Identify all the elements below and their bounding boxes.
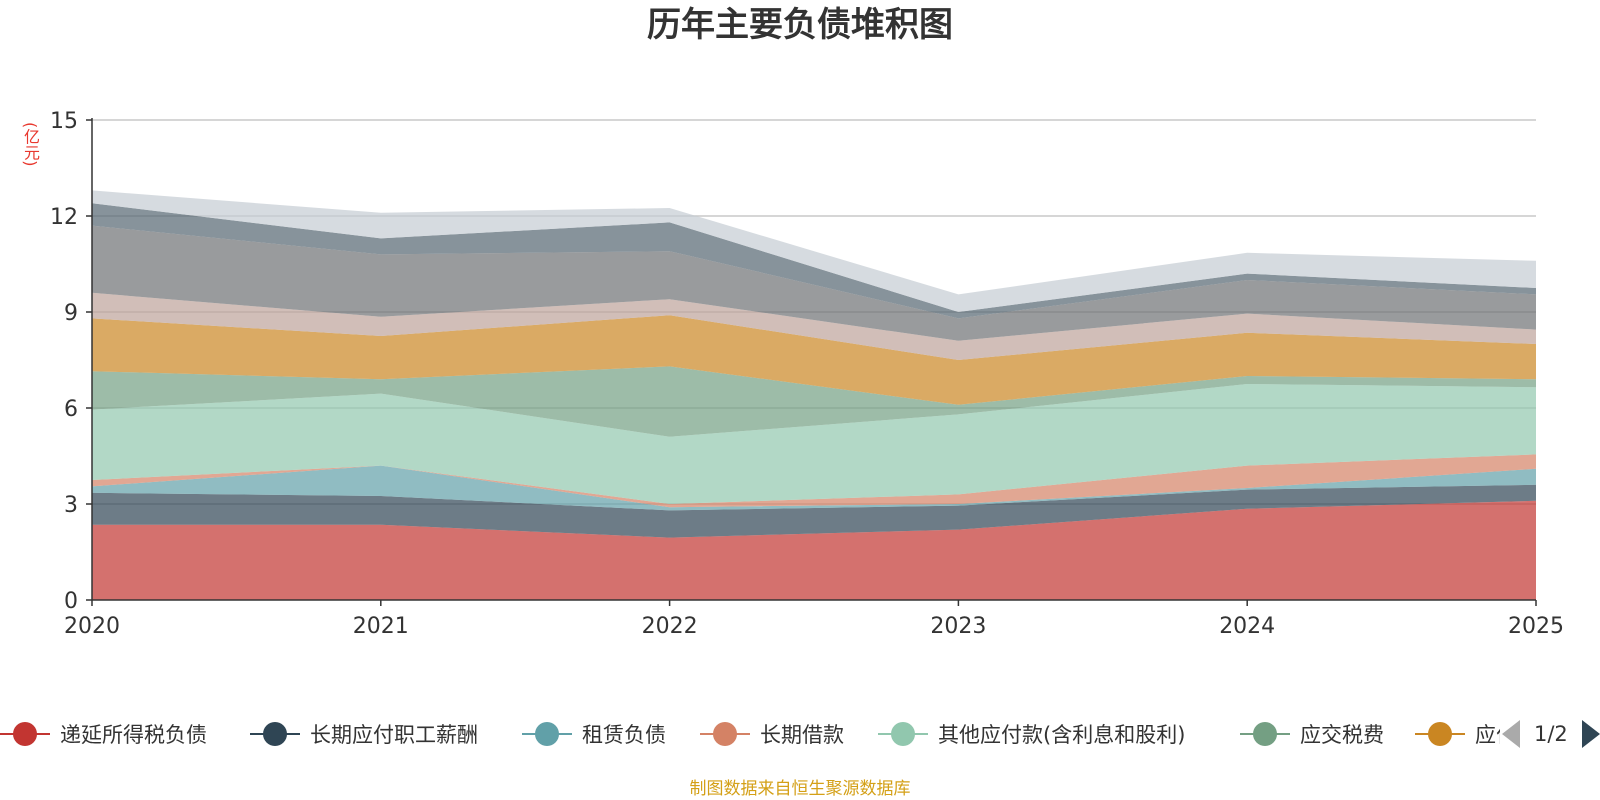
legend-marker-icon bbox=[700, 721, 750, 747]
area-series-9 bbox=[92, 225, 1536, 341]
area-series-8 bbox=[92, 292, 1536, 360]
y-tick-label: 0 bbox=[64, 589, 78, 614]
legend-marker-icon bbox=[250, 721, 300, 747]
x-tick-label: 2023 bbox=[930, 614, 986, 639]
x-tick-label: 2020 bbox=[64, 614, 120, 639]
legend-pager: 1/2 bbox=[1498, 716, 1600, 752]
legend-marker-icon bbox=[1240, 721, 1290, 747]
legend-label: 其他应付款(含利息和股利) bbox=[938, 723, 1186, 747]
area-series-7 bbox=[92, 315, 1536, 405]
legend-label: 租赁负债 bbox=[582, 723, 666, 747]
y-tick-label: 15 bbox=[50, 109, 78, 134]
legend-item[interactable]: 租赁负债 bbox=[522, 712, 666, 756]
legend-marker-icon bbox=[878, 721, 928, 747]
legend: 递延所得税负债 长期应付职工薪酬 租赁负债 长期借款 其他应付款(含利息和股利) 应交税费… bbox=[0, 712, 1500, 756]
area-series-6 bbox=[92, 366, 1536, 437]
legend-marker-icon bbox=[0, 721, 50, 747]
legend-label: 应交税费 bbox=[1300, 723, 1384, 747]
y-tick-label: 12 bbox=[50, 205, 78, 230]
area-series-5 bbox=[92, 384, 1536, 504]
x-tick-label: 2021 bbox=[353, 614, 409, 639]
legend-label: 长期借款 bbox=[760, 723, 844, 747]
x-tick-label: 2022 bbox=[642, 614, 698, 639]
y-axis-unit-label: (亿元) bbox=[21, 122, 40, 167]
y-tick-label: 9 bbox=[64, 301, 78, 326]
legend-next-page-icon[interactable] bbox=[1581, 720, 1600, 748]
legend-marker-icon bbox=[1415, 721, 1465, 747]
area-series bbox=[92, 190, 1536, 600]
area-series-1 bbox=[92, 500, 1536, 600]
legend-item[interactable]: 长期借款 bbox=[700, 712, 844, 756]
legend-item[interactable]: 应付账款 bbox=[1415, 712, 1500, 756]
stacked-area-chart: 0 3 6 9 12 15 2020 2021 2022 2023 2024 2025 bbox=[50, 109, 1564, 639]
legend-label: 长期应付职工薪酬 bbox=[310, 723, 478, 747]
area-series-2 bbox=[92, 484, 1536, 538]
chart-title: 历年主要负债堆积图 bbox=[647, 5, 953, 45]
legend-label: 应付账款 bbox=[1475, 723, 1500, 747]
y-tick-label: 6 bbox=[64, 397, 78, 422]
legend-item[interactable]: 递延所得税负债 bbox=[0, 712, 207, 756]
axes: 0 3 6 9 12 15 2020 2021 2022 2023 2024 2025 bbox=[50, 109, 1564, 639]
area-series-3 bbox=[92, 465, 1536, 511]
legend-item[interactable]: 长期应付职工薪酬 bbox=[250, 712, 478, 756]
x-tick-label: 2024 bbox=[1219, 614, 1275, 639]
legend-marker-icon bbox=[522, 721, 572, 747]
legend-label: 递延所得税负债 bbox=[60, 723, 207, 747]
source-note: 制图数据来自恒生聚源数据库 bbox=[689, 779, 911, 799]
y-tick-label: 3 bbox=[64, 493, 78, 518]
legend-item[interactable]: 其他应付款(含利息和股利) bbox=[878, 712, 1185, 756]
legend-item[interactable]: 应交税费 bbox=[1240, 712, 1384, 756]
legend-prev-page-icon[interactable] bbox=[1502, 720, 1520, 748]
area-series-11 bbox=[92, 190, 1536, 312]
legend-page-indicator: 1/2 bbox=[1534, 722, 1568, 746]
x-tick-label: 2025 bbox=[1508, 614, 1564, 639]
area-series-4 bbox=[92, 454, 1536, 508]
